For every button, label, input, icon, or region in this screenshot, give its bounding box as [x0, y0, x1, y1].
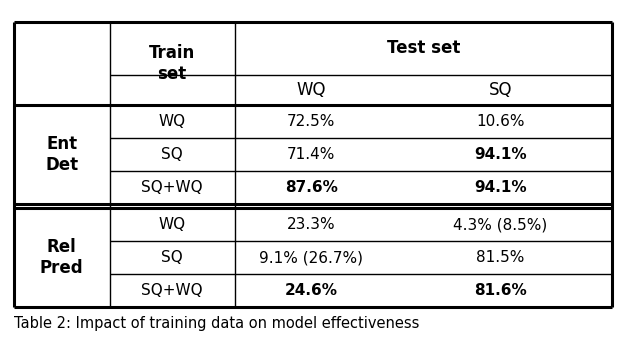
Text: 23.3%: 23.3% [287, 217, 336, 233]
Text: 94.1%: 94.1% [474, 147, 526, 163]
Text: WQ: WQ [158, 114, 186, 130]
Text: 81.6%: 81.6% [474, 283, 526, 299]
Text: SQ: SQ [488, 81, 512, 99]
Text: 10.6%: 10.6% [476, 114, 525, 130]
Text: SQ+WQ: SQ+WQ [141, 283, 203, 299]
Text: 72.5%: 72.5% [287, 114, 336, 130]
Text: 87.6%: 87.6% [285, 180, 338, 196]
Text: 9.1% (26.7%): 9.1% (26.7%) [259, 250, 364, 266]
Text: Ent
Det: Ent Det [45, 135, 78, 174]
Text: 4.3% (8.5%): 4.3% (8.5%) [453, 217, 547, 233]
Text: SQ: SQ [162, 147, 183, 163]
Text: 94.1%: 94.1% [474, 180, 526, 196]
Text: Rel
Pred: Rel Pred [40, 238, 83, 277]
Text: WQ: WQ [158, 217, 186, 233]
Text: Table 2: Impact of training data on model effectiveness: Table 2: Impact of training data on mode… [14, 316, 419, 331]
Text: SQ: SQ [162, 250, 183, 266]
Text: Test set: Test set [387, 39, 460, 57]
Text: 24.6%: 24.6% [285, 283, 338, 299]
Text: WQ: WQ [297, 81, 326, 99]
Text: Train
set: Train set [149, 44, 195, 83]
Text: SQ+WQ: SQ+WQ [141, 180, 203, 196]
Text: 81.5%: 81.5% [476, 250, 525, 266]
Text: 71.4%: 71.4% [287, 147, 336, 163]
